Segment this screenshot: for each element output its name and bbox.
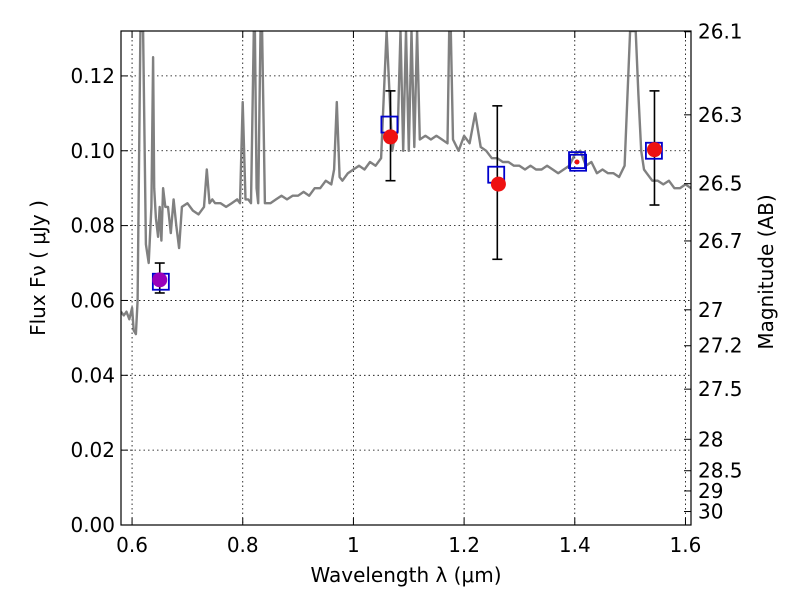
right-tick-label: 28 xyxy=(698,427,723,451)
y-tick-label: 0.02 xyxy=(70,438,115,462)
observed-point xyxy=(383,129,399,145)
model-photometry-squares xyxy=(151,115,663,291)
right-tick-label: 30 xyxy=(698,500,723,524)
axis-ticks: 0.6 0.8 1 1.2 1.4 1.6 0.00 0.02 0.04 0.06 0.08 0.10… xyxy=(70,20,742,557)
right-tick-label: 27 xyxy=(698,298,723,322)
y-tick-label: 0.08 xyxy=(70,214,115,238)
x-tick-label: 1.2 xyxy=(448,533,480,557)
observed-point xyxy=(646,142,662,158)
y-tick-label: 0.04 xyxy=(70,363,115,387)
observed-photometry-points xyxy=(152,129,662,288)
right-tick-label: 27.5 xyxy=(698,377,743,401)
model-square xyxy=(569,153,588,172)
x-tick-label: 1.6 xyxy=(670,533,702,557)
plot-frame xyxy=(120,30,692,526)
y-tick-label: 0.10 xyxy=(70,139,115,163)
model-spectrum-layer xyxy=(121,31,691,336)
x-tick-label: 1 xyxy=(347,533,360,557)
right-tick-label: 26.1 xyxy=(698,20,743,44)
model-square xyxy=(568,151,586,170)
right-tick-label: 29 xyxy=(698,479,723,503)
x-axis-label: Wavelength λ (μm) xyxy=(310,563,501,587)
right-tick-label: 26.3 xyxy=(698,103,743,127)
observed-point xyxy=(152,272,168,288)
y-tick-label: 0.00 xyxy=(70,513,115,537)
y-tick-label: 0.06 xyxy=(70,288,115,312)
right-tick-label: 26.7 xyxy=(698,229,743,253)
observed-point xyxy=(490,176,506,192)
right-tick-label: 26.5 xyxy=(698,172,743,196)
right-tick-label: 28.5 xyxy=(698,459,743,483)
x-tick-label: 0.8 xyxy=(227,533,259,557)
grid-lines xyxy=(121,31,691,526)
right-tick-label: 27.2 xyxy=(698,334,743,358)
y-tick-label: 0.12 xyxy=(70,64,115,88)
model-spectrum-line xyxy=(121,31,691,336)
y-axis-label-left: Flux Fν ( μJy ) xyxy=(26,200,50,336)
y-axis-label-right: Magnitude (AB) xyxy=(754,194,778,349)
observed-point xyxy=(574,159,580,165)
x-tick-label: 1.4 xyxy=(559,533,591,557)
x-tick-label: 0.6 xyxy=(116,533,148,557)
